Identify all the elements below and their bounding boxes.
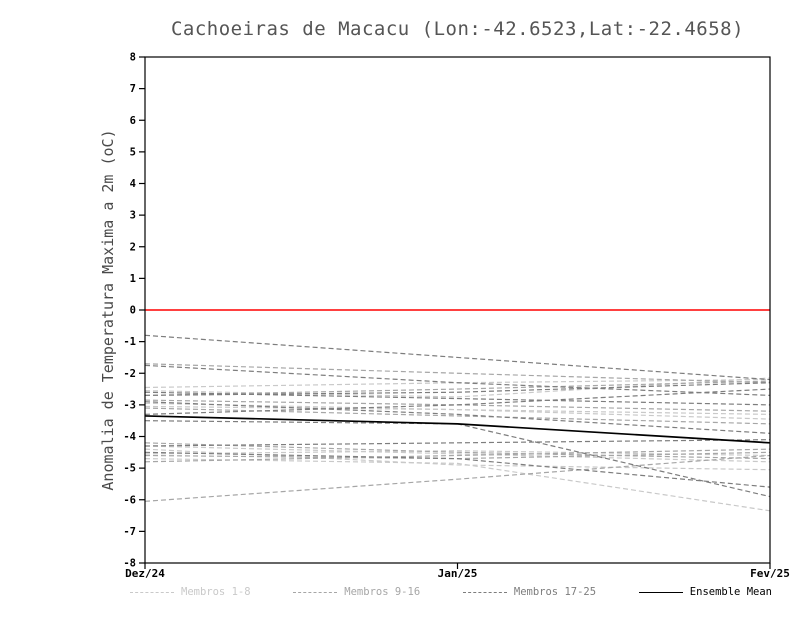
legend-item-membros-9-16: Membros 9-16 [293,586,420,598]
y-tick-label: -2 [123,368,136,380]
y-tick-label: -4 [123,431,136,443]
y-tick-label: 4 [130,178,136,190]
y-tick-label: 0 [130,305,136,317]
y-tick-label: 6 [130,115,136,127]
member-line [144,401,771,434]
member-line [144,388,771,415]
member-line [144,451,771,488]
member-line [144,405,771,415]
x-tick-label: Dez/24 [125,567,165,580]
legend: Membros 1-8 Membros 9-16 Membros 17-25 E… [130,586,772,598]
y-tick-label: 2 [130,241,136,253]
y-tick-label: -3 [123,399,136,411]
member-line [144,364,771,396]
legend-item-membros-1-8: Membros 1-8 [130,586,251,598]
member-line [144,402,771,420]
member-line [144,363,771,384]
legend-line-sample-membros-9-16 [293,591,338,593]
legend-line-sample-ensemble-mean [638,591,683,593]
ensemble-mean-line [144,415,771,444]
legend-line-sample-membros-1-8 [130,591,174,593]
y-tick-label: 7 [130,83,136,95]
y-tick-label: -5 [123,463,136,475]
chart-title: Cachoeiras de Macacu (Lon:-42.6523,Lat:-… [170,18,745,40]
member-line [144,439,771,447]
member-line [144,380,771,396]
y-tick-label: -7 [123,526,136,538]
legend-label: Membros 9-16 [344,586,421,598]
legend-item-membros-17-25: Membros 17-25 [462,586,597,598]
y-tick-label: 1 [130,273,136,285]
y-tick-label: 5 [130,146,136,158]
y-tick-label: 3 [130,210,136,222]
legend-item-ensemble-mean: Ensemble Mean [638,586,772,598]
x-tick-label: Jan/25 [438,567,478,580]
member-line [144,458,771,512]
y-tick-label: -8 [123,558,136,570]
legend-label: Membros 17-25 [513,586,597,598]
legend-label: Membros 1-8 [181,586,251,598]
y-tick-label: 8 [130,52,136,64]
plot-area: -8 -7 -6 -5 -4 -3 -2 -1 0 1 2 3 4 5 6 7 8 Dez/24 Jan/25 Fev… [123,52,790,581]
legend-label: Ensemble Mean [689,586,772,598]
y-tick-label: -6 [123,494,136,506]
x-tick-label: Fev/25 [750,567,790,580]
member-line [144,445,771,463]
member-line [144,382,771,396]
y-tick-label: -1 [123,336,136,348]
legend-line-sample-membros-17-25 [462,591,507,593]
member-line [144,454,771,502]
member-line [144,334,771,381]
member-line [144,448,771,463]
member-line [144,442,771,460]
